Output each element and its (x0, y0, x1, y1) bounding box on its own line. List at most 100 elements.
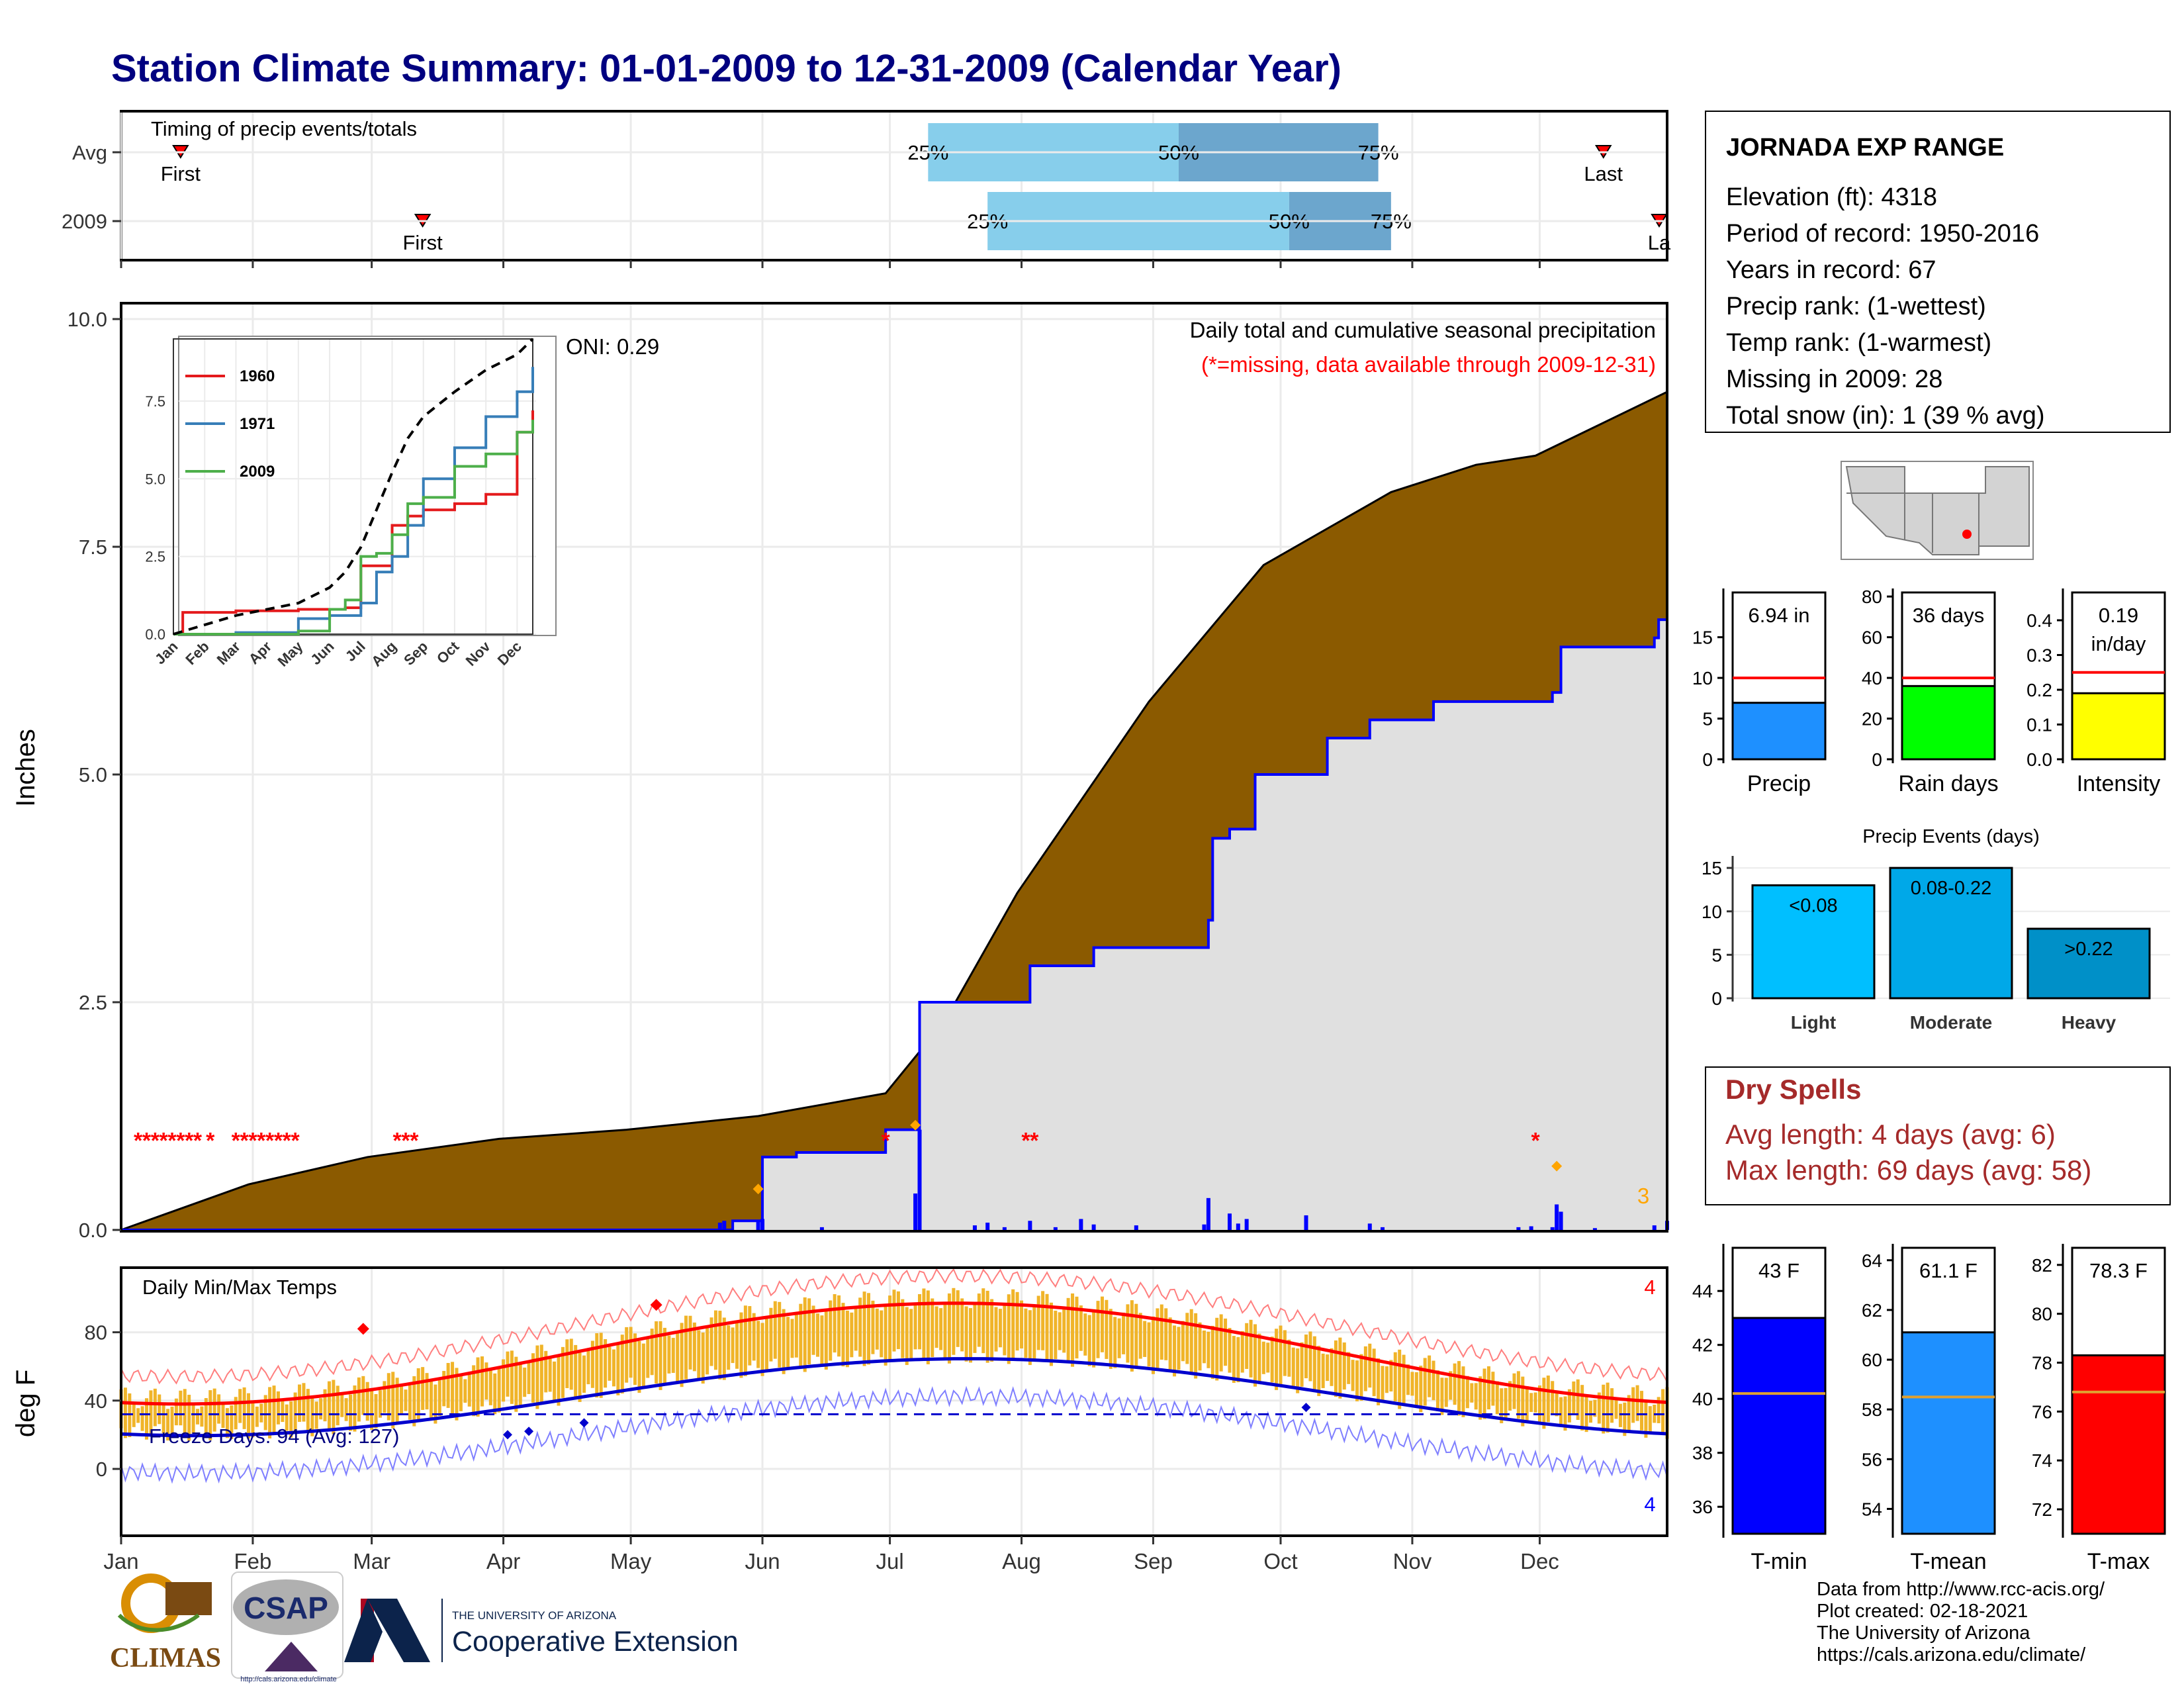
daily-temp-bar (650, 1329, 654, 1376)
events-y-tick: 0 (1711, 988, 1722, 1009)
daily-temp-bar (1020, 1300, 1024, 1349)
daily-precip-bar (1555, 1204, 1559, 1230)
daily-temp-bar (400, 1385, 404, 1414)
daily-temp-bar (1015, 1291, 1019, 1351)
daily-temp-bar (493, 1373, 497, 1415)
daily-temp-bar (905, 1307, 909, 1366)
daily-temp-bar (1537, 1385, 1541, 1423)
daily-precip-bar (1053, 1227, 1058, 1230)
daily-precip-bar (1079, 1219, 1083, 1230)
daily-temp-bar (760, 1323, 764, 1376)
daily-temp-bar (179, 1390, 183, 1426)
month-tick: Aug (1002, 1549, 1041, 1573)
daily-temp-bar (722, 1317, 726, 1380)
station-info-line: Precip rank: (1-wettest) (1726, 293, 1986, 320)
daily-temp-bar (472, 1365, 476, 1417)
record-max-line (120, 1268, 1668, 1385)
daily-temp-bar (196, 1409, 200, 1425)
daily-temp-bar (340, 1393, 344, 1417)
daily-temp-bar (1563, 1396, 1567, 1431)
stat-bar-y-tick: 42 (1692, 1335, 1713, 1356)
stat-bar-value: 36 days (1913, 604, 1985, 627)
daily-temp-bar (349, 1394, 353, 1431)
daily-temp-bar (1130, 1300, 1134, 1372)
inset-legend-label: 1960 (240, 367, 275, 385)
daily-precip-bar (1516, 1227, 1521, 1230)
missing-marker: * (206, 1128, 215, 1153)
daily-temp-bar (149, 1390, 153, 1436)
daily-temp-bar (365, 1382, 369, 1421)
daily-temp-bar (251, 1401, 255, 1438)
inset-y-tick: 2.5 (145, 549, 165, 565)
cumulative-2009-line (121, 601, 1668, 1231)
stat-bar (2071, 1354, 2166, 1535)
daily-temp-bar (408, 1385, 412, 1420)
daily-temp-bar (1083, 1313, 1087, 1356)
daily-temp-bar (1143, 1321, 1147, 1357)
daily-temp-bar (727, 1325, 731, 1370)
daily-temp-bar (361, 1376, 365, 1415)
daily-temp-bar (1648, 1406, 1652, 1433)
daily-temp-bar (1054, 1310, 1058, 1359)
daily-temp-bar (799, 1303, 803, 1368)
record-min-line (120, 1385, 1668, 1484)
stat-bar-category: T-max (2087, 1549, 2150, 1574)
daily-temp-bar (1631, 1387, 1635, 1423)
daily-temp-bar (964, 1306, 968, 1362)
daily-temp-bar (255, 1406, 259, 1427)
record-low-marker (1301, 1403, 1311, 1413)
missing-marker: * (185, 1128, 194, 1153)
stat-bar (2071, 692, 2166, 761)
dry-spells-title: Dry Spells (1725, 1074, 1861, 1105)
daily-temp-bar (629, 1327, 633, 1378)
daily-temp-bar (1058, 1312, 1062, 1350)
daily-temp-bar (926, 1290, 930, 1365)
daily-temp-bar (433, 1384, 437, 1424)
daily-temp-bar (425, 1373, 429, 1410)
daily-temp-bar (794, 1313, 798, 1358)
daily-temp-bar (1500, 1388, 1504, 1424)
precip-y-axis: 0.0 2.5 5.0 7.5 10.0 (68, 308, 121, 1242)
daily-temp-bar (1657, 1397, 1661, 1423)
daily-temp-bar (230, 1405, 234, 1439)
daily-temp-bar (353, 1385, 357, 1432)
daily-precip-bar (760, 1219, 765, 1230)
month-tick: Jun (745, 1549, 780, 1573)
daily-temp-bar (204, 1398, 208, 1437)
daily-temp-bar (1189, 1309, 1193, 1375)
daily-precip-bar (1206, 1197, 1210, 1230)
daily-temp-bar (455, 1368, 459, 1421)
daily-temp-bar (646, 1338, 650, 1378)
daily-temp-bar (620, 1335, 624, 1394)
month-tick: Jul (876, 1549, 903, 1573)
daily-temp-bar (1529, 1393, 1533, 1412)
month-tick: May (610, 1549, 652, 1573)
daily-temp-bar (1479, 1376, 1482, 1420)
month-tick: Nov (1393, 1549, 1432, 1573)
stat-bar-y-tick: 64 (1862, 1250, 1882, 1271)
daily-temp-bar (939, 1308, 943, 1350)
footer-line: https://cals.arizona.edu/climate/ (1817, 1644, 2086, 1665)
daily-temp-bar (319, 1398, 323, 1420)
precip-y-label: Inches (11, 729, 40, 807)
stat-bar-y-tick: 80 (1862, 586, 1882, 607)
precip-y-tick: 0.0 (79, 1219, 107, 1242)
daily-temp-bar (1317, 1346, 1321, 1396)
stat-bar-y-tick: 20 (1862, 709, 1882, 729)
daily-temp-bar (1003, 1303, 1007, 1356)
stat-bar (1731, 702, 1827, 761)
daily-temp-bar (553, 1361, 557, 1401)
stat-bar-category: Rain days (1898, 771, 1998, 796)
daily-temp-bar (548, 1358, 552, 1392)
daily-temp-bar (336, 1385, 340, 1426)
daily-temp-bar (217, 1394, 221, 1424)
events-bar-label: <0.08 (1789, 895, 1837, 916)
daily-temp-bar (829, 1300, 833, 1361)
timing-y-labels: Avg 2009 (62, 141, 1666, 233)
daily-temp-bar (1181, 1321, 1185, 1362)
daily-temp-bar (289, 1401, 293, 1438)
daily-temp-bar (1138, 1313, 1142, 1359)
daily-temp-bar (132, 1402, 136, 1427)
